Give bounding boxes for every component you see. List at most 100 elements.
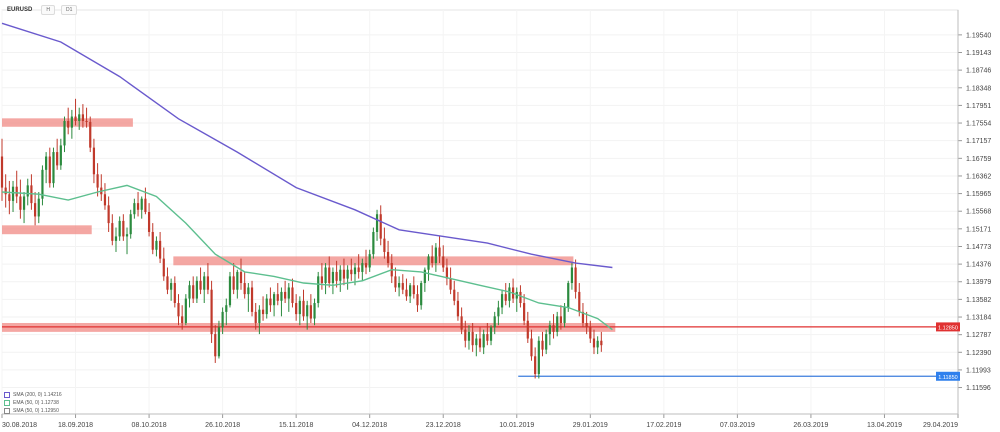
candle-body: [574, 267, 577, 292]
candle-body: [151, 231, 154, 250]
candle-body: [140, 198, 143, 210]
candle-body: [291, 287, 294, 304]
y-tick-label: 1.19143: [966, 50, 991, 57]
candle-body: [265, 298, 268, 315]
candle-body: [600, 340, 603, 346]
candle-body: [103, 194, 107, 206]
candle-body: [217, 327, 221, 357]
candle-body: [500, 294, 504, 308]
candle-body: [162, 258, 165, 277]
candle-body: [114, 236, 118, 241]
x-tick-label: 08.10.2018: [132, 422, 167, 429]
candle-body: [181, 316, 184, 323]
candles: [0, 98, 603, 379]
candle-body: [177, 303, 180, 317]
price-badge: [936, 322, 960, 332]
x-tick-label: 18.09.2018: [58, 422, 93, 429]
candle-body: [276, 294, 279, 301]
candle-body: [467, 331, 471, 341]
candle-body: [361, 263, 364, 272]
candle-body: [147, 212, 151, 232]
y-tick-label: 1.16759: [966, 156, 991, 163]
candle-body: [478, 338, 482, 348]
x-tick-label: 10.01.2019: [499, 422, 534, 429]
candle-body: [519, 291, 522, 304]
candle-body: [210, 289, 213, 335]
candle-body: [416, 294, 419, 306]
symbol-label[interactable]: EURUSD: [7, 7, 33, 13]
legend-item[interactable]: SMA (50, 0) 1.12950: [4, 407, 62, 415]
candle-body: [497, 307, 500, 317]
candle-body: [89, 121, 92, 148]
candle-body: [434, 247, 437, 264]
candle-body: [353, 267, 357, 275]
candle-body: [15, 186, 18, 197]
candle-body: [192, 285, 195, 299]
candle-body: [280, 291, 283, 301]
y-tick-label: 1.16362: [966, 173, 991, 180]
candle-body: [431, 256, 434, 264]
candle-body: [317, 276, 320, 304]
x-tick-label: 29.01.2019: [573, 422, 608, 429]
candle-body: [159, 240, 162, 259]
candle-body: [63, 120, 66, 146]
candle-body: [199, 280, 202, 290]
moving-averages: [1, 22, 613, 331]
candle-body: [541, 340, 544, 350]
candle-body: [346, 269, 349, 279]
horizontal-lines: [2, 326, 958, 377]
candle-body: [442, 256, 445, 268]
candle-body: [350, 269, 353, 275]
y-tick-label: 1.13979: [966, 279, 991, 286]
candle-body: [122, 220, 125, 237]
legend-item[interactable]: SMA (200, 0) 1.14216: [4, 391, 62, 399]
y-tick-label: 1.17157: [966, 138, 991, 145]
candle-body: [67, 120, 70, 128]
legend-marker: [4, 392, 10, 398]
candle-body: [578, 291, 581, 312]
candle-body: [206, 276, 210, 290]
y-tick-label: 1.15965: [966, 191, 991, 198]
candle-body: [166, 276, 169, 290]
candle-body: [559, 316, 562, 323]
x-tick-label: 04.12.2018: [352, 422, 387, 429]
indicator-legend: SMA (200, 0) 1.14216 EMA (50, 0) 1.12738…: [4, 391, 62, 415]
candle-body: [475, 338, 478, 346]
candle-body: [214, 334, 217, 357]
candle-body: [471, 331, 474, 346]
candle-body: [261, 309, 265, 315]
price-badge: [936, 371, 960, 381]
price-badges: 1.12850 1.11850: [936, 322, 960, 381]
candle-body: [81, 114, 84, 121]
candle-body: [302, 300, 305, 317]
candle-body: [221, 311, 224, 328]
y-tick-label: 1.13184: [966, 315, 991, 322]
interval-button[interactable]: D1: [60, 5, 78, 15]
candle-body: [534, 356, 537, 375]
candle-body: [324, 267, 327, 284]
candle-body: [409, 285, 412, 297]
ema-50-line: [1, 184, 613, 331]
legend-item[interactable]: EMA (50, 0) 1.12738: [4, 399, 62, 407]
candle-body: [8, 194, 11, 201]
chart-type-button[interactable]: H: [41, 5, 55, 15]
candle-body: [48, 156, 51, 184]
x-tick-label: 26.10.2018: [205, 422, 240, 429]
candle-body: [313, 303, 316, 319]
candle-body: [19, 196, 22, 210]
candle-body: [136, 203, 140, 210]
sr-zone: [2, 225, 92, 235]
candle-body: [548, 325, 551, 335]
candle-body: [427, 256, 430, 270]
x-tick-label: 23.12.2018: [426, 422, 461, 429]
legend-marker: [4, 408, 10, 414]
legend-label: EMA (50, 0) 1.12738: [13, 400, 59, 406]
candle-body: [0, 156, 4, 188]
candle-body: [375, 214, 379, 232]
candle-body: [184, 298, 187, 323]
candle-body: [493, 316, 496, 328]
candle-body: [449, 278, 452, 290]
candle-body: [170, 283, 173, 290]
candle-body: [92, 147, 96, 175]
